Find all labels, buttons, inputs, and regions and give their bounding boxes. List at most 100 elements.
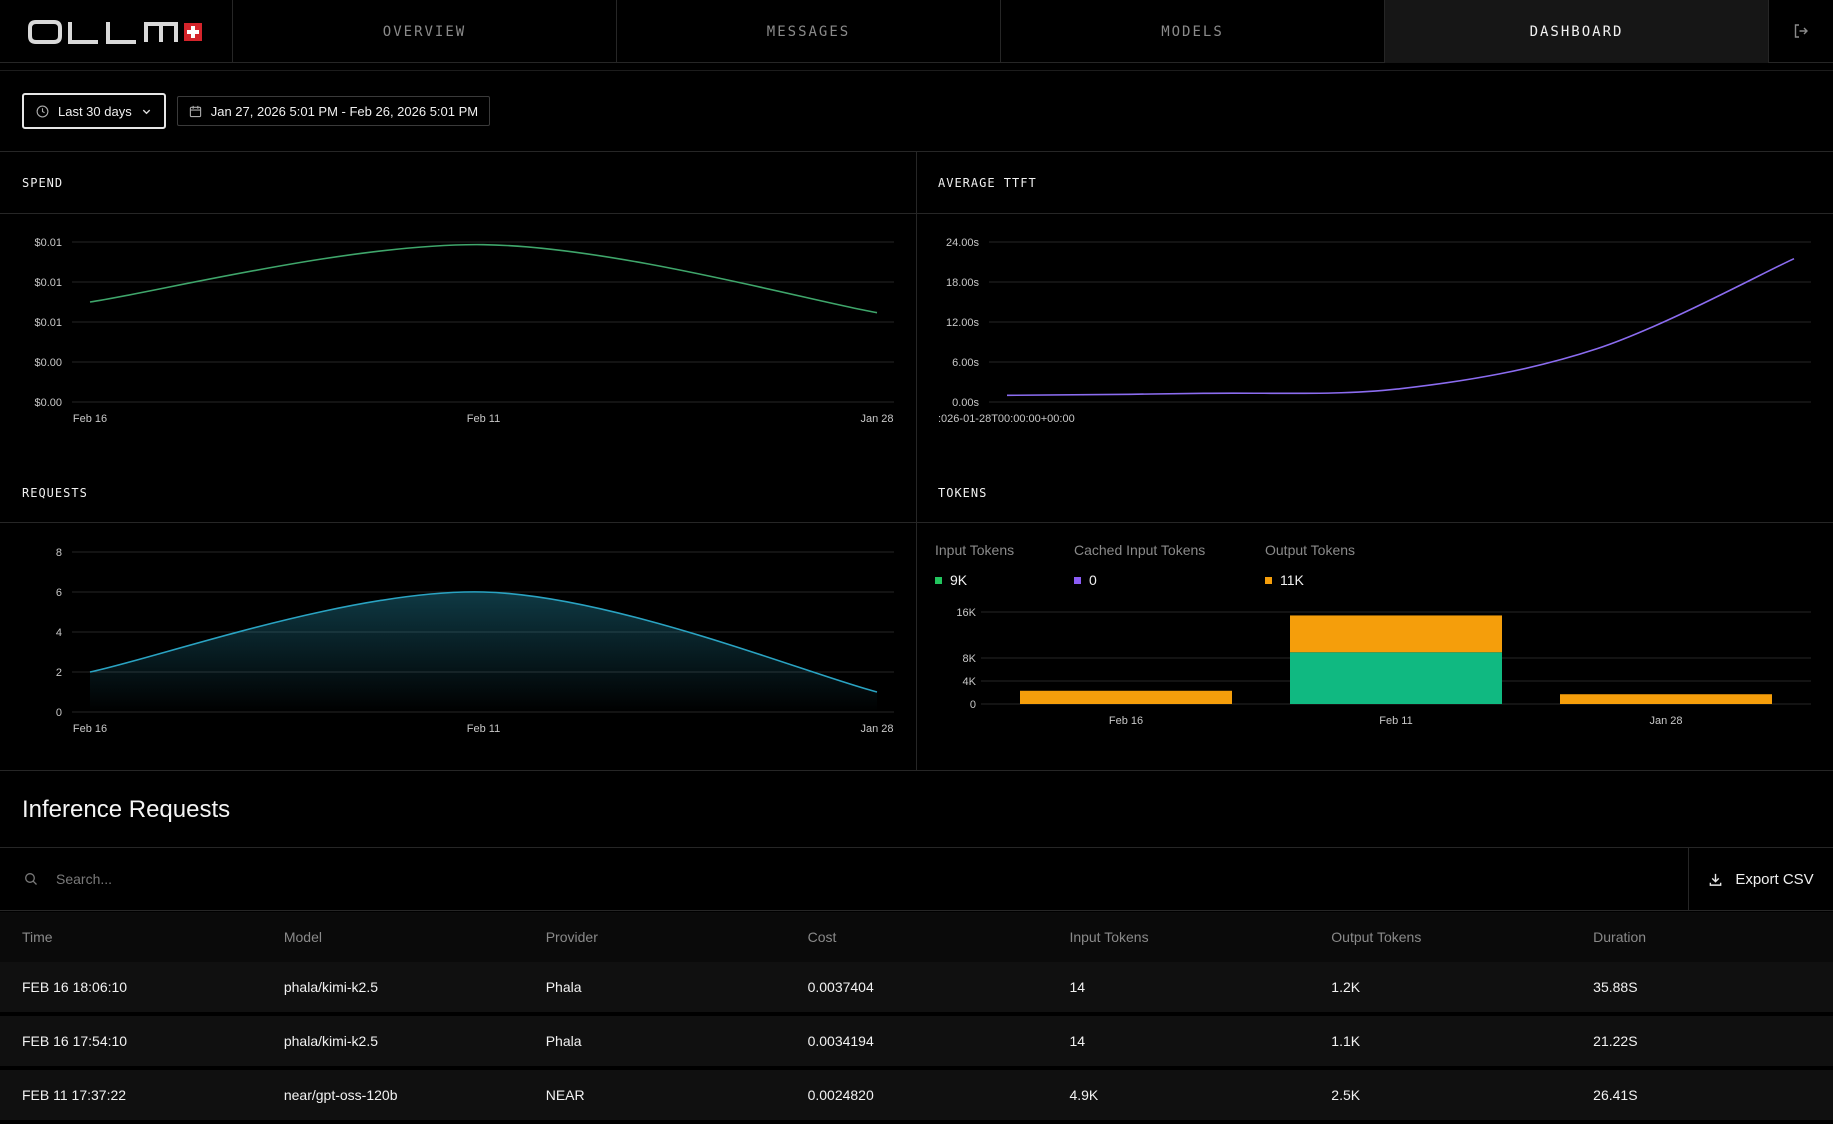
column-header-model[interactable]: Model [283, 929, 322, 945]
cell-output-tokens: 1.2K [1331, 979, 1361, 995]
date-range-label: Jan 27, 2026 5:01 PM - Feb 26, 2026 5:01… [210, 103, 479, 119]
x-tick-label: Feb 11 [467, 723, 500, 735]
legend-value-text: 11K [1280, 572, 1304, 588]
tab-messages[interactable]: MESSAGES [617, 0, 1001, 63]
y-tick-label: 6.00s [952, 357, 979, 369]
chevron-down-icon [142, 109, 150, 114]
x-tick-label: :026-01-28T00:00:00+00:00 [938, 413, 1075, 425]
bar-segment [1560, 694, 1772, 704]
range-select[interactable]: Last 30 days [22, 93, 166, 129]
tab-dashboard[interactable]: DASHBOARD [1385, 0, 1769, 63]
y-tick-label: 2 [56, 667, 62, 679]
export-csv-label: Export CSV [1735, 870, 1814, 888]
y-tick-label: 24.00s [946, 237, 980, 249]
y-tick-label: 4K [963, 676, 977, 688]
y-tick-label: 0 [970, 699, 976, 711]
table-header: Time Model Provider Cost Input Tokens Ou… [0, 912, 1833, 962]
column-header-provider[interactable]: Provider [545, 929, 598, 945]
tokens-chart: 16K 8K 4K 0 Feb 16 Feb 11 Jan 28 [956, 607, 1811, 727]
cell-input-tokens: 14 [1069, 979, 1086, 995]
legend-label: Cached Input Tokens [1074, 542, 1206, 558]
requests-chart: 8 6 4 2 0 Feb 16 Feb 11 Jan 28 [56, 547, 894, 735]
swatch-icon [1265, 576, 1272, 584]
calendar-icon [189, 105, 201, 117]
legend-output-tokens: Output Tokens 11K [1265, 542, 1385, 588]
tab-models[interactable]: MODELS [1001, 0, 1385, 63]
bar-segment [1290, 652, 1502, 704]
logo[interactable] [0, 0, 233, 63]
series-line [89, 591, 878, 693]
series-line [1006, 257, 1795, 397]
download-icon [1709, 873, 1722, 886]
logout-icon [1794, 24, 1808, 38]
column-header-input-tokens[interactable]: Input Tokens [1069, 929, 1149, 945]
legend-value: 9K [935, 572, 1074, 588]
y-tick-label: 18.00s [946, 277, 980, 289]
column-header-output-tokens[interactable]: Output Tokens [1331, 929, 1422, 945]
clock-icon [36, 105, 49, 117]
panel-border [916, 151, 917, 771]
legend-input-tokens: Input Tokens 9K [935, 542, 1074, 588]
y-tick-label: 0.00s [952, 397, 979, 409]
y-tick-label: $0.00 [34, 357, 62, 369]
legend-value: 0 [1074, 572, 1265, 588]
column-header-duration[interactable]: Duration [1593, 929, 1647, 945]
cell-output-tokens: 1.1K [1331, 1033, 1361, 1049]
export-csv-button[interactable]: Export CSV [1688, 848, 1833, 910]
y-tick-label: $0.00 [34, 397, 62, 409]
y-tick-label: $0.01 [34, 277, 62, 289]
spend-title: SPEND [22, 176, 64, 190]
y-tick-label: 8K [963, 653, 977, 665]
cell-duration: 26.41S [1593, 1087, 1638, 1103]
section-title: Inference Requests [22, 796, 231, 823]
y-tick-label: $0.01 [34, 237, 62, 249]
y-tick-label: $0.01 [34, 317, 62, 329]
y-tick-label: 12.00s [946, 317, 980, 329]
tab-overview[interactable]: OVERVIEW [233, 0, 617, 63]
series-line [89, 243, 878, 314]
legend-label: Input Tokens [935, 542, 1015, 558]
requests-title: REQUESTS [22, 486, 88, 500]
spend-chart: $0.01 $0.01 $0.01 $0.00 $0.00 Feb 16 Feb 11 Jan… [34, 237, 894, 425]
cell-provider: Phala [545, 979, 582, 995]
cell-model: phala/kimi-k2.5 [283, 979, 379, 995]
search-box [0, 848, 1688, 910]
cell-model: phala/kimi-k2.5 [283, 1033, 379, 1049]
table-row[interactable]: FEB 16 17:54:10 phala/kimi-k2.5 Phala 0.… [0, 1016, 1833, 1066]
x-tick-label: Jan 28 [860, 413, 893, 425]
swatch-icon [935, 576, 942, 584]
y-tick-label: 8 [56, 547, 62, 559]
table-row[interactable]: FEB 11 17:37:22 near/gpt-oss-120b NEAR 0… [0, 1070, 1833, 1120]
y-tick-label: 4 [56, 627, 62, 639]
range-select-label: Last 30 days [58, 103, 132, 119]
ttft-chart: 24.00s 18.00s 12.00s 6.00s 0.00s :026-01-28T0… [938, 237, 1811, 425]
column-header-time[interactable]: Time [22, 929, 53, 945]
filter-bar: Last 30 days Jan 27, 2026 5:01 PM - Feb … [22, 93, 491, 129]
cell-cost: 0.0034194 [807, 1033, 874, 1049]
date-range-picker[interactable]: Jan 27, 2026 5:01 PM - Feb 26, 2026 5:01… [176, 96, 491, 126]
cell-cost: 0.0024820 [807, 1087, 874, 1103]
x-tick-label: Feb 16 [73, 723, 107, 735]
y-tick-label: 0 [56, 707, 62, 719]
divider [0, 70, 1833, 71]
cell-time: FEB 16 17:54:10 [22, 1033, 128, 1049]
legend-value-text: 0 [1089, 572, 1097, 588]
bar-segment [1020, 690, 1232, 704]
search-input[interactable] [56, 871, 656, 887]
legend-value-text: 9K [950, 572, 968, 588]
table-row[interactable]: FEB 16 18:06:10 phala/kimi-k2.5 Phala 0.… [0, 962, 1833, 1012]
tokens-legend: Input Tokens 9K Cached Input Tokens 0 Ou… [935, 542, 1385, 588]
bar-segment [1290, 615, 1502, 653]
cell-time: FEB 11 17:37:22 [22, 1087, 127, 1103]
logout-button[interactable] [1769, 0, 1833, 62]
cell-model: near/gpt-oss-120b [283, 1087, 398, 1103]
tokens-title: TOKENS [938, 486, 988, 500]
y-tick-label: 16K [956, 607, 976, 619]
column-header-cost[interactable]: Cost [807, 929, 837, 945]
swatch-icon [1074, 576, 1081, 584]
top-nav: OVERVIEW MESSAGES MODELS DASHBOARD [0, 0, 1833, 63]
x-tick-label: Feb 11 [467, 413, 500, 425]
cell-duration: 35.88S [1593, 979, 1638, 995]
legend-label: Output Tokens [1265, 542, 1356, 558]
cell-time: FEB 16 18:06:10 [22, 979, 128, 995]
